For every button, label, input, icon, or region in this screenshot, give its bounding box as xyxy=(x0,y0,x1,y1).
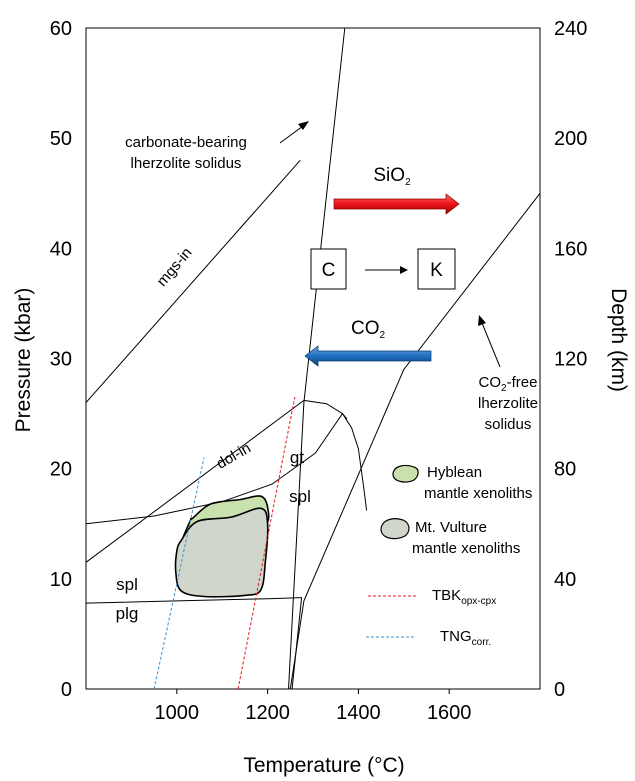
y2-tick-label: 80 xyxy=(554,459,576,481)
sio2-arrow xyxy=(333,193,460,215)
y-tick-label: 10 xyxy=(50,569,72,591)
field-vulture-xenoliths xyxy=(174,507,269,598)
legend-hyblean-label-line2: mantle xenoliths xyxy=(424,485,532,502)
line-carbonate-solidus xyxy=(288,27,346,690)
y-tick-label: 60 xyxy=(50,18,72,40)
c-to-k-arrowhead xyxy=(400,266,408,274)
plot-frame xyxy=(85,27,541,690)
legend-tbk-label: TBKopx-cpx xyxy=(432,587,496,607)
box-c xyxy=(310,248,347,290)
y-tick-label: 40 xyxy=(50,238,72,260)
co2free-solidus-arrowhead xyxy=(478,315,486,326)
line-TBK xyxy=(237,397,296,690)
x-tick-label: 1400 xyxy=(336,702,381,724)
legend-vulture-label-line2: mantle xenoliths xyxy=(412,540,520,557)
co2-arrow xyxy=(304,345,432,367)
x-axis-label: Temperature (°C) xyxy=(243,754,404,777)
y2-tick-label: 40 xyxy=(554,569,576,591)
y2-axis-label: Depth (km) xyxy=(607,288,630,392)
x-tick-label: 1000 xyxy=(155,702,200,724)
legend-tng-label: TNGcorr. xyxy=(440,628,491,648)
line-mgs-in xyxy=(85,159,301,403)
legend-vulture-swatch xyxy=(380,518,410,540)
plg-label: plg xyxy=(116,604,139,623)
y-tick-label: 0 xyxy=(61,679,72,701)
carbonate-solidus-arrowhead xyxy=(298,121,309,130)
line-TNG xyxy=(153,457,205,690)
line-spl-plg-extension xyxy=(291,597,303,690)
y2-tick-label: 0 xyxy=(554,679,565,701)
dol-in-label: dol-in xyxy=(214,440,254,473)
co2-label: CO2 xyxy=(351,318,386,341)
co2free-solidus-label-line2: lherzolite xyxy=(478,395,538,412)
co2free-solidus-label-line3: solidus xyxy=(485,416,532,433)
y-tick-label: 50 xyxy=(50,128,72,150)
co2free-solidus-arrow xyxy=(481,322,501,368)
legend-vulture-label-line1: Mt. Vulture xyxy=(415,519,487,536)
legend-hyblean-label-line1: Hyblean xyxy=(427,464,482,481)
y-tick-label: 30 xyxy=(50,349,72,371)
legend: Hyblean mantle xenoliths Mt. Vulture man… xyxy=(366,464,532,648)
box-c-label: C xyxy=(322,260,336,281)
y2-tick-label: 200 xyxy=(554,128,587,150)
y2-tick-label: 120 xyxy=(554,349,587,371)
x-tick-label: 1200 xyxy=(245,702,290,724)
y-tick-label: 20 xyxy=(50,459,72,481)
box-k-label: K xyxy=(430,260,443,281)
y2-tick-label: 240 xyxy=(554,18,587,40)
carbonate-solidus-label-line1: carbonate-bearing xyxy=(125,134,247,151)
box-k xyxy=(417,248,456,290)
spl-upper-label: spl xyxy=(289,487,311,506)
legend-hyblean-swatch xyxy=(392,464,419,483)
spl-lower-label: spl xyxy=(116,575,138,594)
line-spl-plg xyxy=(85,597,302,604)
mgs-in-label: mgs-in xyxy=(154,244,196,289)
carbonate-solidus-label-line2: lherzolite solidus xyxy=(131,155,242,172)
x-tick-label: 1600 xyxy=(427,702,472,724)
gt-label: gt xyxy=(290,448,304,467)
sio2-label: SiO2 xyxy=(373,165,411,188)
carbonate-solidus-arrow xyxy=(279,125,304,144)
line-carbonate-ledge xyxy=(303,399,368,511)
y-axis-label: Pressure (kbar) xyxy=(12,288,35,433)
co2free-solidus-label-line1: CO2-free xyxy=(479,374,538,394)
line-gt-spl xyxy=(85,412,348,525)
y2-tick-label: 160 xyxy=(554,238,587,260)
line-dol-in xyxy=(85,399,305,563)
